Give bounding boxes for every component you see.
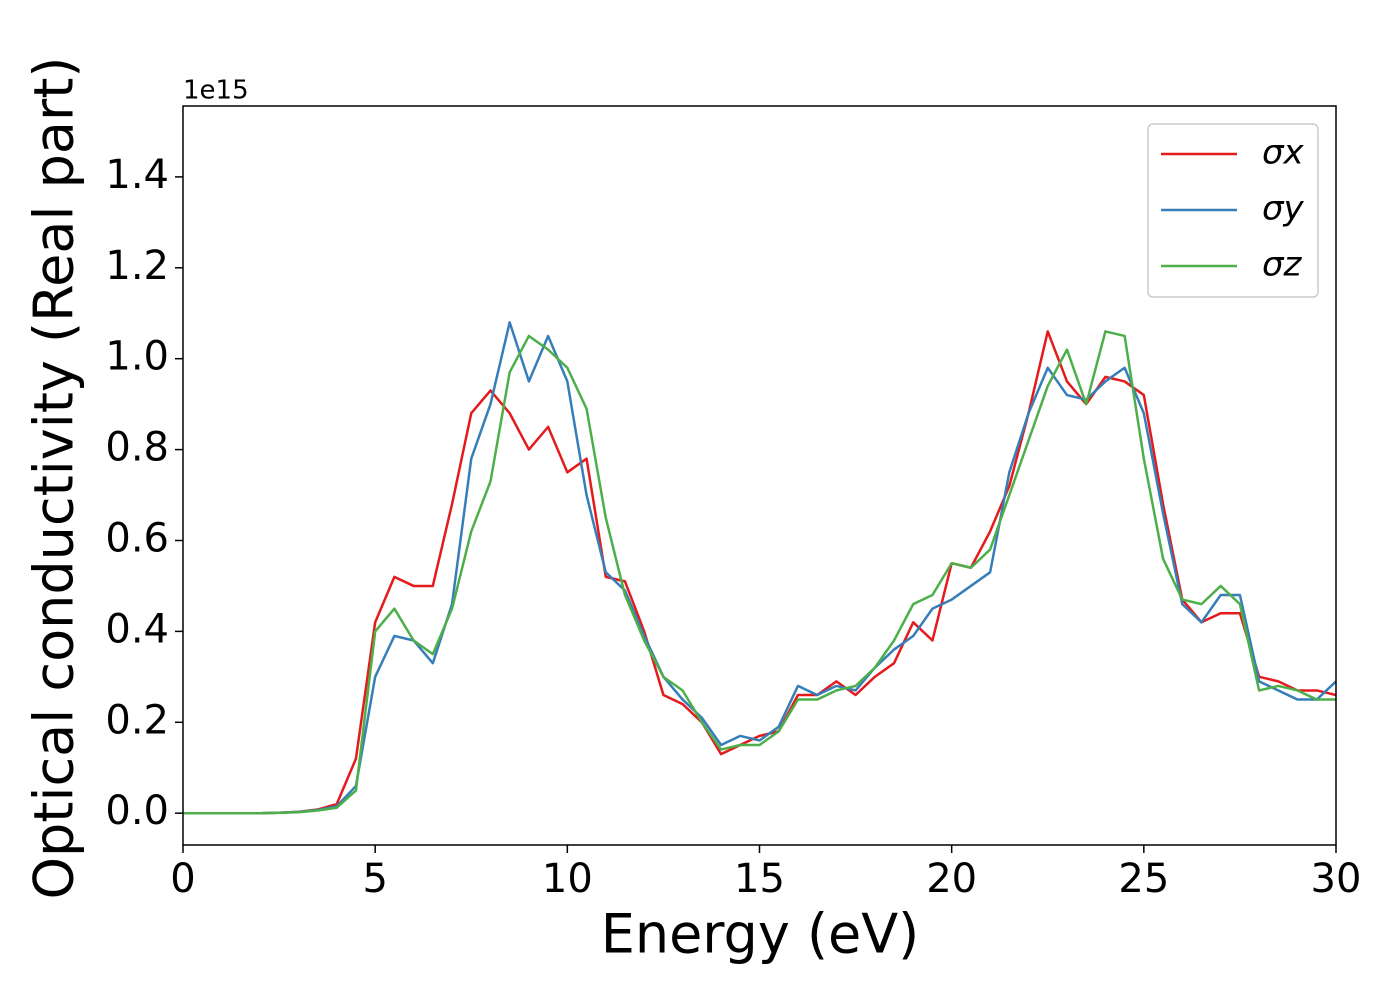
y-tick-label: 1.0 (105, 334, 169, 380)
series-line (183, 330, 1336, 815)
series-line (183, 321, 1336, 815)
x-axis-label: Energy (eV) (601, 903, 920, 966)
y-tick-label: 0.4 (105, 606, 169, 652)
y-tick-label: 1.2 (105, 243, 169, 289)
legend-label: σy (1262, 189, 1305, 229)
x-tick-label: 0 (170, 856, 195, 902)
offset-text: 1e15 (183, 76, 249, 106)
plot-frame (182, 105, 1337, 846)
y-tick-label: 0.6 (105, 515, 169, 561)
legend-label: σx (1262, 133, 1305, 173)
y-tick-label: 0.0 (105, 788, 169, 834)
x-tick-label: 15 (734, 856, 785, 902)
y-axis-label: Optical conductivity (Real part) (23, 57, 86, 900)
y-tick-label: 0.8 (105, 425, 169, 471)
y-tick-label: 0.2 (105, 697, 169, 743)
x-tick-label: 25 (1118, 856, 1169, 902)
legend-label: σz (1262, 245, 1303, 285)
x-tick-label: 30 (1311, 856, 1362, 902)
y-tick-label: 1.4 (105, 152, 169, 198)
series-line (183, 330, 1336, 815)
x-tick-label: 10 (542, 856, 593, 902)
x-tick-label: 20 (926, 856, 977, 902)
x-tick-label: 5 (362, 856, 387, 902)
